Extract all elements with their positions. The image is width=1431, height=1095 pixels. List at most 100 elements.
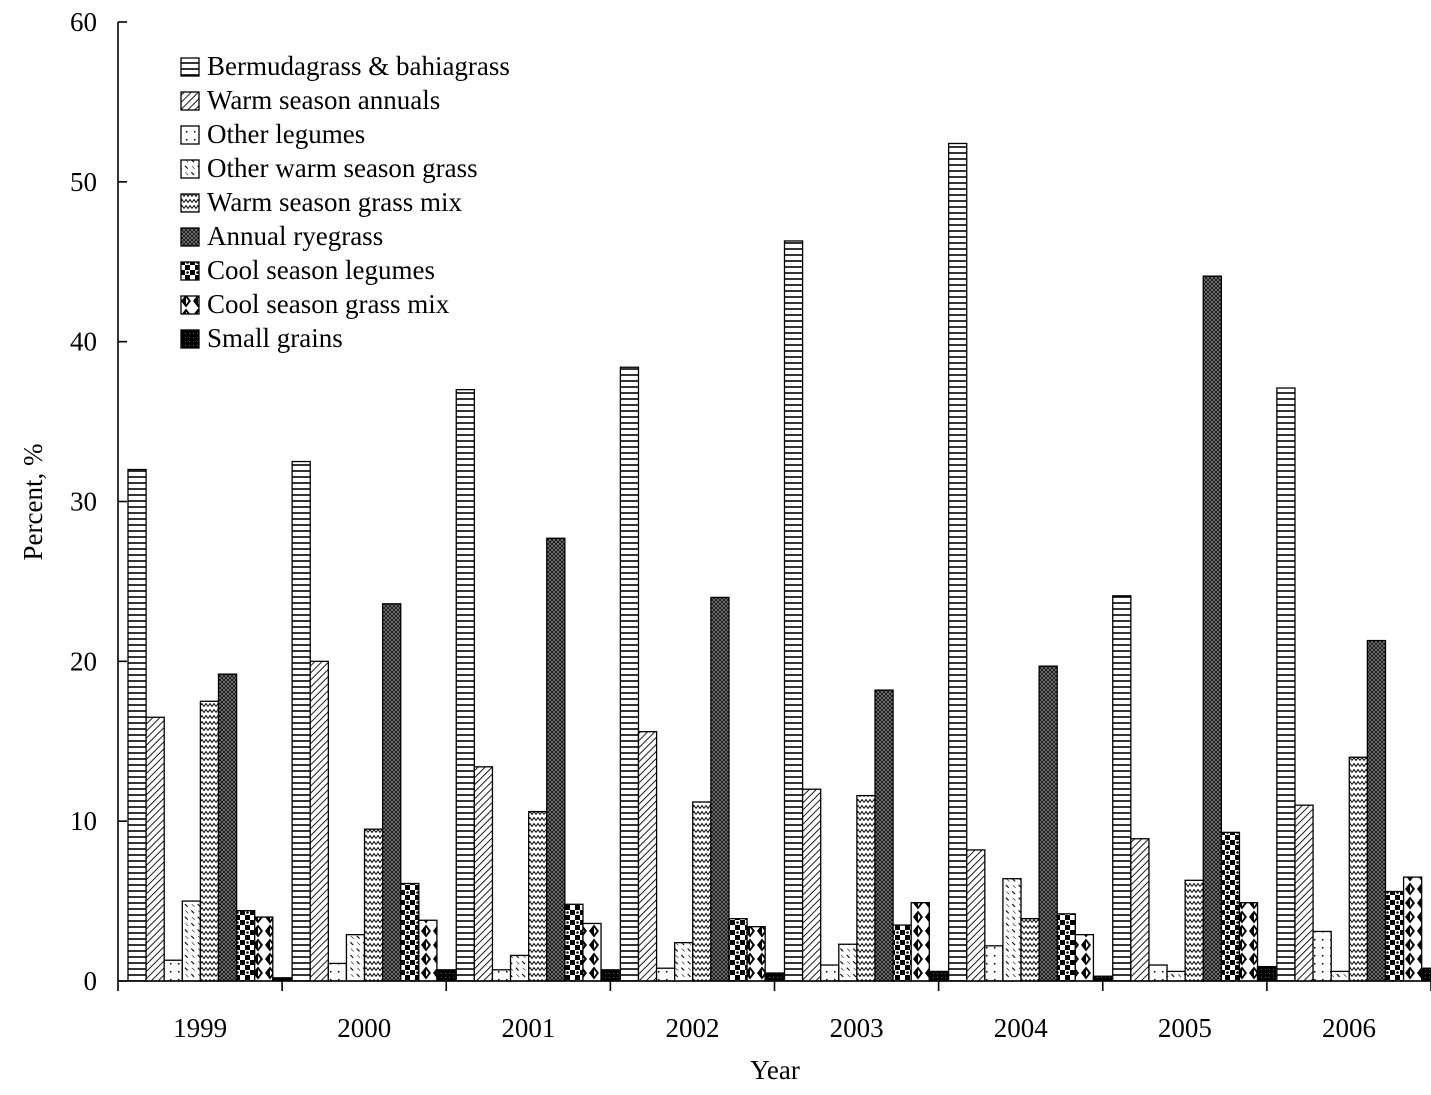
bar-2000-0 — [291, 460, 311, 982]
y-tick-label-40: 40 — [70, 327, 97, 357]
bar-2001-6 — [564, 903, 584, 982]
x-tick-label-2002: 2002 — [665, 1013, 719, 1043]
bar-2001-2 — [491, 969, 512, 982]
bar-group-2006 — [1276, 387, 1431, 982]
legend-label-8: Small grains — [207, 323, 343, 353]
bar-group-2000 — [291, 460, 456, 982]
bar-2001-3 — [509, 954, 530, 982]
bar-2000-4 — [363, 828, 384, 982]
bar-2006-6 — [1384, 890, 1405, 982]
bar-2005-2 — [1148, 964, 1168, 982]
bar-2003-4 — [856, 794, 876, 982]
x-axis-title: Year — [750, 1055, 800, 1085]
legend-item-8: Small grains — [180, 323, 343, 353]
legend-label-1: Warm season annuals — [207, 85, 440, 115]
legend-swatch-8 — [180, 329, 200, 349]
bar-1999-7 — [254, 916, 274, 982]
x-tick-label-2000: 2000 — [337, 1013, 391, 1043]
legend-swatch-4 — [180, 193, 200, 213]
bar-2000-2 — [327, 962, 348, 982]
bar-2000-7 — [418, 919, 438, 982]
bar-1999-1 — [145, 716, 165, 982]
bar-2005-1 — [1130, 838, 1150, 982]
bar-2003-1 — [801, 788, 822, 982]
legend-swatch-5 — [180, 227, 200, 247]
legend-label-4: Warm season grass mix — [207, 187, 463, 217]
legend-label-5: Annual ryegrass — [207, 221, 383, 251]
bar-2006-0 — [1276, 387, 1296, 982]
bar-2002-0 — [619, 366, 640, 982]
bar-2005-3 — [1166, 970, 1186, 982]
legend-item-0: Bermudagrass & bahiagrass — [180, 51, 510, 81]
legend-item-5: Annual ryegrass — [180, 221, 383, 251]
x-tick-label-1999: 1999 — [173, 1013, 227, 1043]
y-tick-label-20: 20 — [70, 646, 97, 676]
bars-layer — [127, 142, 1431, 982]
legend-swatch-2 — [180, 125, 200, 145]
bar-2003-0 — [783, 240, 804, 982]
bar-2000-3 — [345, 934, 366, 982]
bar-2006-1 — [1294, 804, 1314, 982]
bar-1999-0 — [127, 468, 147, 982]
legend-item-6: Cool season legumes — [180, 255, 435, 285]
y-tick-label-50: 50 — [70, 167, 97, 197]
legend-item-2: Other legumes — [180, 119, 365, 149]
bar-1999-4 — [199, 700, 220, 982]
y-tick-label-10: 10 — [70, 806, 97, 836]
legend-swatch-7 — [180, 295, 200, 315]
bar-2004-5 — [1038, 665, 1058, 982]
bar-2002-3 — [674, 941, 694, 982]
bar-2002-4 — [692, 801, 712, 982]
legend-label-3: Other warm season grass — [207, 153, 478, 183]
bar-1999-6 — [235, 910, 256, 982]
legend-item-1: Warm season annuals — [180, 85, 440, 115]
bar-2006-8 — [1421, 967, 1431, 982]
legend-label-2: Other legumes — [207, 119, 365, 149]
x-tick-label-2001: 2001 — [501, 1013, 555, 1043]
bar-2005-7 — [1238, 902, 1259, 982]
bar-group-2003 — [783, 240, 949, 982]
bar-2004-2 — [984, 945, 1004, 982]
bar-1999-2 — [163, 959, 183, 982]
bar-2006-3 — [1330, 970, 1350, 982]
bar-2001-1 — [473, 766, 494, 982]
bar-2005-4 — [1184, 879, 1204, 982]
y-tick-label-30: 30 — [70, 487, 97, 517]
bar-2004-1 — [966, 849, 986, 982]
legend: Bermudagrass & bahiagrass Warm season ann… — [180, 51, 510, 353]
bar-group-1999 — [127, 468, 292, 982]
bar-2000-1 — [309, 660, 329, 982]
bar-group-2004 — [947, 142, 1113, 982]
x-tick-label-2004: 2004 — [994, 1013, 1049, 1043]
legend-swatch-0 — [180, 57, 200, 77]
bar-2003-8 — [928, 970, 949, 982]
bar-2004-4 — [1020, 918, 1040, 982]
legend-item-4: Warm season grass mix — [180, 187, 463, 217]
bar-2002-7 — [746, 926, 766, 982]
bar-2003-6 — [892, 924, 912, 982]
bar-2006-4 — [1348, 756, 1369, 982]
bar-2000-6 — [400, 882, 420, 982]
legend-swatch-6 — [180, 261, 200, 281]
legend-label-7: Cool season grass mix — [207, 289, 450, 319]
x-tick-label-2006: 2006 — [1322, 1013, 1376, 1043]
bar-2001-5 — [546, 537, 566, 982]
bar-group-2005 — [1112, 275, 1277, 982]
bar-2000-8 — [436, 969, 456, 982]
bar-2004-7 — [1074, 934, 1095, 982]
bar-2006-7 — [1402, 876, 1423, 982]
bar-2002-1 — [637, 731, 658, 982]
x-tick-label-2003: 2003 — [830, 1013, 884, 1043]
bar-2002-5 — [710, 596, 730, 982]
bar-2001-7 — [582, 922, 602, 982]
bar-2001-4 — [528, 810, 548, 982]
axes-layer: 0 10 20 30 40 50 60 1999 2000 2001 2002 2003 2004 200… — [18, 7, 1431, 1085]
y-tick-label-60: 60 — [70, 7, 97, 37]
y-axis-title: Percent, % — [18, 444, 48, 561]
bar-2005-8 — [1256, 965, 1277, 982]
bar-group-2002 — [619, 366, 784, 982]
bar-2003-2 — [820, 964, 840, 982]
bar-2006-2 — [1312, 930, 1332, 982]
